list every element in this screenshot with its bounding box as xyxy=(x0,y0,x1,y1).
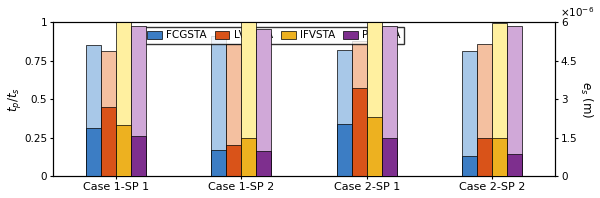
Bar xyxy=(462,156,477,176)
Y-axis label: $e_s\ \mathrm{(m)}$: $e_s\ \mathrm{(m)}$ xyxy=(578,81,594,118)
Bar xyxy=(382,26,397,176)
Bar xyxy=(477,44,492,176)
Bar xyxy=(241,22,256,176)
Bar xyxy=(211,150,226,176)
Bar xyxy=(337,50,352,176)
Bar xyxy=(101,107,116,176)
Bar xyxy=(131,26,146,176)
Bar xyxy=(86,45,101,176)
Bar xyxy=(367,117,382,176)
Y-axis label: $t_p/t_s$: $t_p/t_s$ xyxy=(5,87,23,112)
Bar xyxy=(101,51,116,176)
Bar xyxy=(382,138,397,176)
Bar xyxy=(226,145,241,176)
Bar xyxy=(507,154,522,176)
Bar xyxy=(477,138,492,176)
Bar xyxy=(226,44,241,176)
Legend: FCGSTA, LVGSTA, IFVSTA, PFVSTA: FCGSTA, LVGSTA, IFVSTA, PFVSTA xyxy=(144,27,404,44)
Bar xyxy=(241,138,256,176)
Bar xyxy=(367,22,382,176)
Bar xyxy=(131,136,146,176)
Bar xyxy=(352,41,367,176)
Text: $\times10^{-6}$: $\times10^{-6}$ xyxy=(560,6,595,19)
Bar xyxy=(86,129,101,176)
Bar xyxy=(256,150,271,176)
Bar xyxy=(211,36,226,176)
Bar xyxy=(116,125,131,176)
Bar xyxy=(116,22,131,176)
Bar xyxy=(256,29,271,176)
Bar xyxy=(462,51,477,176)
Bar xyxy=(337,124,352,176)
Bar xyxy=(352,88,367,176)
Bar xyxy=(492,138,507,176)
Bar xyxy=(492,23,507,176)
Bar xyxy=(507,26,522,176)
